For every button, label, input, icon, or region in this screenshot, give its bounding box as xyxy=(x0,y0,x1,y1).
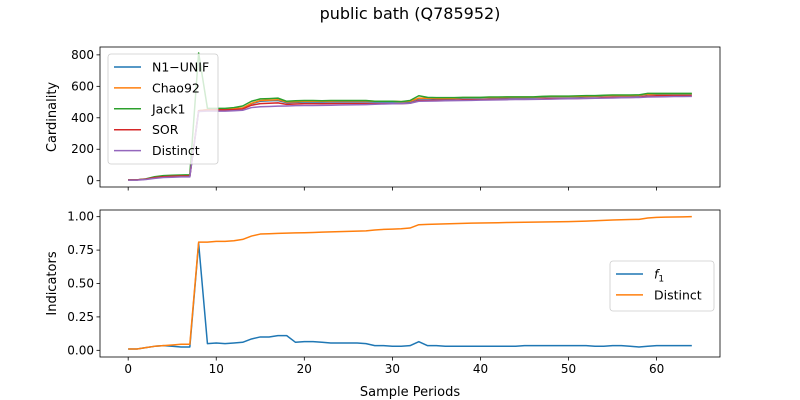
y-tick-label: 600 xyxy=(71,79,94,93)
x-tick-label: 20 xyxy=(297,362,312,376)
legend-label-text: N1−UNIF xyxy=(152,60,209,75)
y-tick-label: 0.75 xyxy=(67,243,94,257)
y-tick-label: 0.00 xyxy=(67,343,94,357)
y-tick-label: 1.00 xyxy=(67,210,94,224)
legend-label-text: Jack1 xyxy=(151,101,185,116)
legend-label: Distinct xyxy=(152,143,200,158)
legend-label: Chao92 xyxy=(152,80,200,95)
legend-box xyxy=(609,260,715,312)
cardinality-chart: 0 200 400 600 800 Cardinality N1−UNIF Chao92 Jac… xyxy=(45,46,721,191)
legend-label: Distinct xyxy=(654,287,702,302)
legend-label-text: Distinct xyxy=(654,287,702,302)
legend-label-text: Chao92 xyxy=(152,80,200,95)
x-axis-label: Sample Periods xyxy=(360,385,460,400)
y-axis-label: Cardinality xyxy=(45,82,60,153)
y-tick-label: 200 xyxy=(71,142,94,156)
series-line-1-0 xyxy=(128,242,692,350)
y-tick-label: 0 xyxy=(86,174,94,188)
legend: N1−UNIF Chao92 Jack1 SOR Distinct xyxy=(107,53,219,165)
legend-box xyxy=(107,53,219,165)
series-line-0-2 xyxy=(128,52,692,181)
legend-label: Jack1 xyxy=(151,101,185,116)
x-tick-label: 0 xyxy=(124,362,132,376)
legend-label: N1−UNIF xyxy=(152,60,209,75)
legend-label: f1 xyxy=(654,267,664,285)
legend-label-text: SOR xyxy=(152,122,179,137)
y-tick-label: 0.50 xyxy=(67,277,94,291)
y-tick-label: 400 xyxy=(71,111,94,125)
x-tick-label: 60 xyxy=(649,362,664,376)
series-line-1-1 xyxy=(128,215,692,350)
legend-label-text: Distinct xyxy=(152,143,200,158)
legend-label-subscript: 1 xyxy=(658,275,664,285)
figure-title: public bath (Q785952) xyxy=(320,4,501,23)
x-tick-label: 30 xyxy=(385,362,400,376)
series-line-0-4 xyxy=(128,95,692,181)
axes-frame xyxy=(99,46,721,188)
x-tick-label: 50 xyxy=(561,362,576,376)
y-tick-label: 0.25 xyxy=(67,310,94,324)
indicators-chart: 0 10 20 30 40 50 60 0.00 0.25 0.50 0.75 1.00 Indicat… xyxy=(45,209,721,400)
y-tick-label: 800 xyxy=(71,48,94,62)
x-tick-label: 10 xyxy=(209,362,224,376)
legend-label-text: f xyxy=(654,267,660,282)
x-tick-label: 40 xyxy=(473,362,488,376)
y-axis-label: Indicators xyxy=(45,251,60,315)
legend-label: SOR xyxy=(152,122,179,137)
legend: f1 Distinct xyxy=(609,260,715,312)
